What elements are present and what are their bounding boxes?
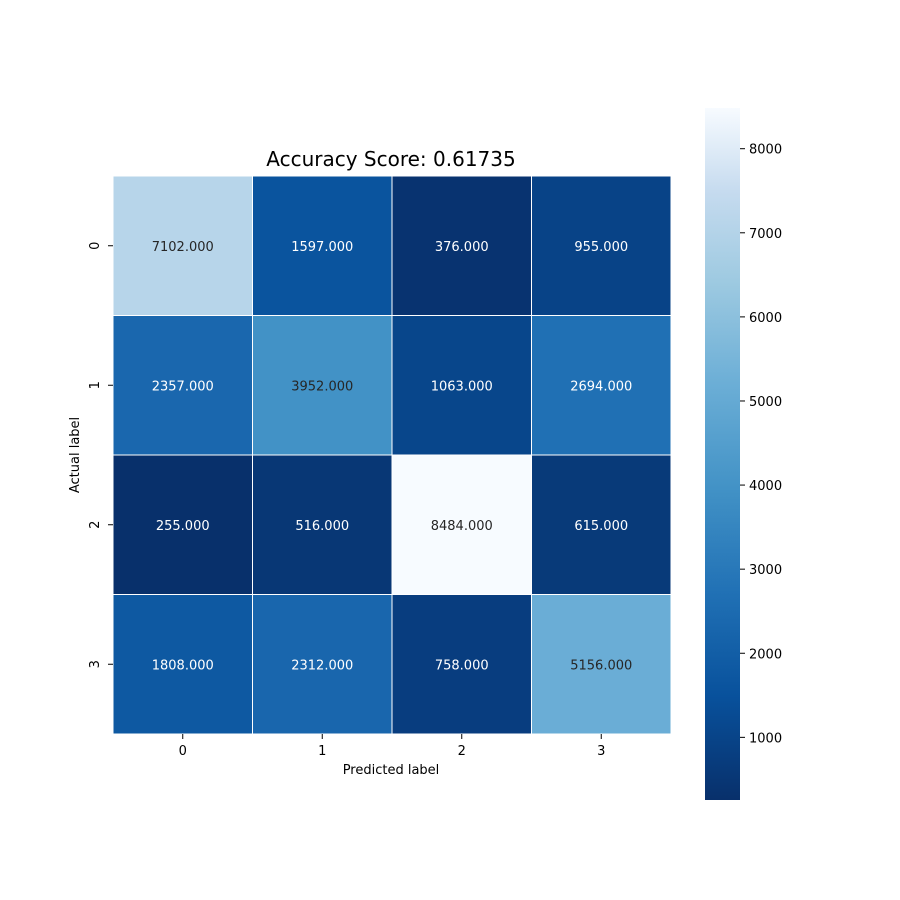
colorbar-tick-label: 7000 xyxy=(749,227,782,242)
cell-value-label: 255.000 xyxy=(156,519,210,534)
colorbar-tick-label: 4000 xyxy=(749,479,782,494)
x-tick-label: 1 xyxy=(318,744,326,759)
heatmap-cell xyxy=(112,175,253,316)
heatmap-cell xyxy=(112,594,253,735)
y-tick-label: 2 xyxy=(88,521,103,529)
x-axis: 0 1 2 3 xyxy=(179,734,605,759)
heatmap-cell xyxy=(252,175,393,316)
heatmap-cell xyxy=(531,454,672,595)
y-axis-label: Actual label xyxy=(68,417,83,493)
cell-value-label: 955.000 xyxy=(574,240,628,255)
chart-title: Accuracy Score: 0.61735 xyxy=(266,147,515,171)
cell-value-label: 1808.000 xyxy=(152,658,214,673)
x-tick-label: 0 xyxy=(179,744,187,759)
y-axis: 0 1 2 3 xyxy=(88,242,113,668)
cell-value-label: 3952.000 xyxy=(291,379,353,394)
y-tick-label: 0 xyxy=(88,242,103,250)
heatmap-cell xyxy=(531,315,672,456)
cell-value-label: 1063.000 xyxy=(431,379,493,394)
x-tick-label: 2 xyxy=(458,744,466,759)
colorbar-tick-label: 2000 xyxy=(749,647,782,662)
colorbar-tick-label: 1000 xyxy=(749,731,782,746)
x-axis-label: Predicted label xyxy=(343,763,440,778)
y-tick-label: 1 xyxy=(88,381,103,389)
heatmap-cell xyxy=(252,454,393,595)
cell-value-label: 2694.000 xyxy=(570,379,632,394)
cell-value-label: 516.000 xyxy=(295,519,349,534)
colorbar xyxy=(705,108,740,800)
colorbar-tick-label: 6000 xyxy=(749,311,782,326)
cell-value-label: 5156.000 xyxy=(570,658,632,673)
cell-value-label: 7102.000 xyxy=(152,240,214,255)
heatmap-cell xyxy=(252,594,393,735)
heatmap-grid: 7102.000 1597.000 376.000 955.000 2357.000 39… xyxy=(112,175,672,735)
y-tick-label: 3 xyxy=(88,660,103,668)
cell-value-label: 758.000 xyxy=(435,658,489,673)
heatmap-cell xyxy=(391,175,532,316)
colorbar-tick-label: 8000 xyxy=(749,143,782,158)
heatmap-cell xyxy=(112,315,253,456)
cell-value-label: 8484.000 xyxy=(431,519,493,534)
heatmap-cell xyxy=(252,315,393,456)
cell-value-label: 1597.000 xyxy=(291,240,353,255)
x-tick-label: 3 xyxy=(597,744,605,759)
cell-value-label: 376.000 xyxy=(435,240,489,255)
heatmap-cell xyxy=(531,175,672,316)
colorbar-tick-label: 3000 xyxy=(749,563,782,578)
heatmap-cell xyxy=(391,594,532,735)
cell-value-label: 615.000 xyxy=(574,519,628,534)
heatmap-cell xyxy=(531,594,672,735)
colorbar-axis: 1000 2000 3000 4000 5000 6000 7000 8000 xyxy=(740,143,782,746)
colorbar-tick-label: 5000 xyxy=(749,395,782,410)
cell-value-label: 2357.000 xyxy=(152,379,214,394)
cell-value-label: 2312.000 xyxy=(291,658,353,673)
